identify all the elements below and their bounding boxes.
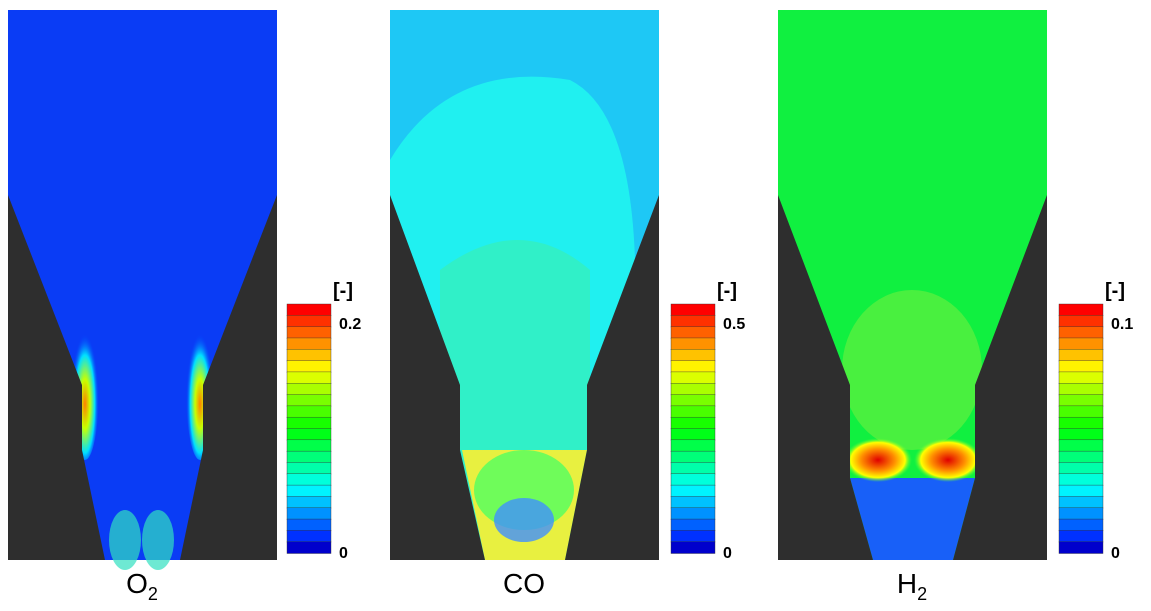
- colorbar-band: [286, 484, 332, 498]
- colorbar-band: [670, 405, 716, 418]
- label-sub: 2: [148, 584, 158, 604]
- colorbar-band: [670, 530, 716, 543]
- colorbar-band: [1058, 371, 1104, 384]
- colorbar-band: [670, 507, 716, 520]
- colorbar-band: [670, 541, 716, 554]
- colorbar-unit: [-]: [1105, 280, 1125, 302]
- colorbar-band: [670, 473, 716, 486]
- label-sub: 2: [917, 584, 927, 604]
- colorbar-band: [286, 349, 332, 362]
- colorbar-band: [1058, 416, 1104, 430]
- colorbar-band: [286, 439, 332, 452]
- colorbar-band: [1058, 326, 1104, 339]
- co-contour: [390, 10, 659, 560]
- colorbar-band: [286, 394, 332, 407]
- colorbar-min: 0: [339, 545, 348, 562]
- panel-label: H2: [897, 568, 927, 604]
- colorbar-band: [1058, 315, 1104, 328]
- colorbar-band: [670, 360, 716, 373]
- colorbar-band: [286, 541, 332, 554]
- colorbar-band: [670, 416, 716, 430]
- colorbar-band: [1058, 439, 1104, 452]
- colorbar-max: 0.1: [1111, 316, 1133, 333]
- colorbar-band: [1058, 405, 1104, 418]
- colorbar-band: [286, 315, 332, 328]
- colorbar-band: [1058, 541, 1104, 554]
- panel-label: O2: [126, 568, 158, 604]
- colorbar-band: [1058, 428, 1104, 441]
- colorbar-unit: [-]: [717, 280, 737, 302]
- colorbar-band: [1058, 394, 1104, 407]
- colorbar-band: [286, 337, 332, 350]
- colorbar-band: [670, 326, 716, 339]
- colorbar-band: [286, 462, 332, 475]
- colorbar-band: [1058, 349, 1104, 362]
- colorbar-band: [1058, 303, 1104, 317]
- colorbar-band: [286, 405, 332, 418]
- colorbar-band: [670, 371, 716, 384]
- colorbar-band: [670, 394, 716, 407]
- h2-contour: [778, 10, 1047, 560]
- colorbar-band: [670, 496, 716, 509]
- colorbar-band: [1058, 462, 1104, 475]
- colorbar-min: 0: [1111, 545, 1120, 562]
- colorbar-band: [286, 416, 332, 430]
- colorbar-band: [670, 303, 716, 317]
- colorbar-band: [670, 518, 716, 532]
- colorbar-band: [286, 303, 332, 317]
- colorbar-band: [286, 383, 332, 396]
- colorbar-max: 0.2: [339, 316, 361, 333]
- colorbar-band: [286, 507, 332, 520]
- colorbar-band: [286, 450, 332, 464]
- colorbar-band: [286, 530, 332, 543]
- colorbar-band: [1058, 383, 1104, 396]
- o2-contour: [8, 10, 277, 570]
- colorbar-max: 0.5: [723, 316, 745, 333]
- colorbar-unit: [-]: [333, 280, 353, 302]
- colorbar-band: [1058, 473, 1104, 486]
- colorbar-band: [286, 496, 332, 509]
- colorbar-band: [1058, 530, 1104, 543]
- label-main: CO: [503, 568, 545, 599]
- colorbar-band: [670, 383, 716, 396]
- colorbar-band: [286, 360, 332, 373]
- colorbar-band: [286, 518, 332, 532]
- colorbar-band: [670, 349, 716, 362]
- colorbar-band: [1058, 337, 1104, 350]
- label-main: H: [897, 568, 917, 599]
- colorbar-band: [1058, 507, 1104, 520]
- colorbar-band: [1058, 496, 1104, 509]
- colorbar-band: [1058, 450, 1104, 464]
- colorbar-band: [670, 450, 716, 464]
- colorbar-band: [286, 428, 332, 441]
- colorbar-band: [670, 484, 716, 498]
- colorbar-band: [670, 337, 716, 350]
- label-main: O: [126, 568, 148, 599]
- colorbar-band: [1058, 360, 1104, 373]
- colorbar-band: [1058, 518, 1104, 532]
- colorbar-band: [670, 428, 716, 441]
- colorbar-band: [670, 315, 716, 328]
- colorbar-band: [1058, 484, 1104, 498]
- colorbar-band: [286, 326, 332, 339]
- panel-label: CO: [503, 568, 545, 599]
- colorbar-band: [670, 439, 716, 452]
- colorbar-band: [286, 473, 332, 486]
- colorbar-min: 0: [723, 545, 732, 562]
- colorbar-band: [670, 462, 716, 475]
- colorbar-band: [286, 371, 332, 384]
